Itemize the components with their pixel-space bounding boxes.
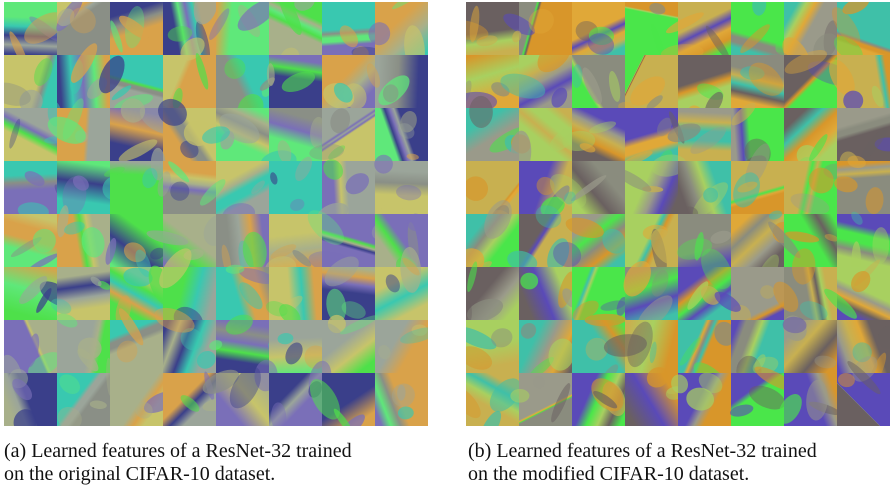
caption-line: (b) Learned features of a ResNet-32 trai… [468,440,817,463]
caption-line: (a) Learned features of a ResNet-32 trai… [4,440,352,463]
feature-tile [163,161,216,214]
feature-tile [678,55,731,108]
caption: (b) Learned features of a ResNet-32 trai… [468,440,817,486]
caption: (a) Learned features of a ResNet-32 trai… [4,440,352,486]
feature-grid [4,2,428,426]
feature-grid [466,2,890,426]
caption-line: on the modified CIFAR-10 dataset. [468,463,817,486]
caption-line: on the original CIFAR-10 dataset. [4,463,352,486]
page: (a) Learned features of a ResNet-32 trai… [0,0,891,491]
